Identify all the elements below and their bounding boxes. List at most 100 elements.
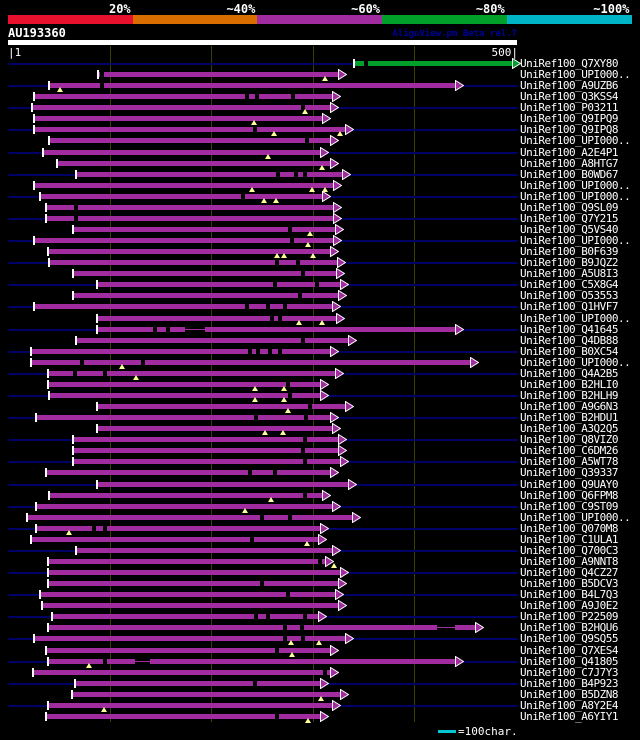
row-label[interactable]: UniRef100_A6YIY1 [520, 709, 618, 723]
row-label[interactable]: UniRef100_C5X8G4 [520, 278, 618, 292]
row-label[interactable]: UniRef100_A3Q2Q5 [520, 422, 618, 436]
row-label[interactable]: UniRef100_B2HQU6 [520, 621, 618, 635]
row-label[interactable]: UniRef100_B2HLI0 [520, 377, 618, 391]
row-label[interactable]: UniRef100_A5U8I3 [520, 267, 618, 281]
alignment-bar[interactable] [76, 680, 320, 686]
alignment-bar[interactable] [98, 315, 337, 321]
alignment-bar[interactable] [35, 116, 322, 122]
alignment-bar[interactable] [35, 182, 334, 188]
row-label[interactable]: UniRef100_Q5VS40 [520, 223, 618, 236]
alignment-bar[interactable] [46, 215, 334, 221]
row-label[interactable]: UniRef100_Q9IPQ9 [520, 112, 618, 126]
row-label[interactable]: UniRef100_B2HLH9 [520, 389, 618, 402]
alignment-bar[interactable] [74, 271, 337, 277]
row-label[interactable]: UniRef100_P22509 [520, 610, 618, 624]
alignment-bar[interactable] [74, 437, 339, 443]
row-label[interactable]: UniRef100_C6DM26 [520, 444, 618, 458]
row-label[interactable]: UniRef100_Q4DB88 [520, 333, 618, 347]
alignment-bar[interactable] [35, 304, 333, 310]
alignment-bar[interactable] [34, 669, 331, 675]
alignment-bar[interactable] [32, 536, 318, 542]
alignment-bar[interactable] [46, 470, 331, 476]
row-label[interactable]: UniRef100_B5DZN8 [520, 687, 618, 701]
row-label[interactable]: UniRef100_B4P923 [520, 676, 618, 690]
alignment-bar[interactable] [48, 559, 325, 564]
alignment-bar[interactable] [73, 691, 341, 697]
row-label[interactable]: UniRef100_A2E4P1 [520, 145, 618, 159]
row-label[interactable]: UniRef100_B9JQZ2 [520, 256, 618, 270]
alignment-bar[interactable] [35, 636, 346, 642]
alignment-bar[interactable] [74, 293, 339, 299]
alignment-bar[interactable] [33, 105, 331, 111]
alignment-bar[interactable] [46, 204, 334, 210]
row-label[interactable]: UniRef100_Q4CZ27 [520, 566, 618, 580]
alignment-bar[interactable] [57, 160, 331, 166]
alignment-bar[interactable] [98, 404, 346, 410]
row-label[interactable]: UniRef100_Q9UAY0 [520, 477, 618, 491]
row-label[interactable]: UniRef100_Q9IPQ8 [520, 123, 618, 137]
row-label[interactable]: UniRef100_UPI000.. [520, 311, 631, 325]
alignment-bar[interactable] [49, 492, 322, 498]
row-label[interactable]: UniRef100_Q4A2B5 [520, 366, 618, 380]
alignment-bar[interactable] [32, 359, 471, 365]
alignment-bar[interactable] [46, 647, 331, 653]
row-label[interactable]: UniRef100_UPI000.. [520, 68, 631, 82]
row-label[interactable]: UniRef100_P03211 [520, 101, 618, 115]
row-label[interactable]: UniRef100_A9J0E2 [520, 599, 618, 613]
alignment-bar[interactable] [99, 72, 339, 78]
row-label[interactable]: UniRef100_A5WT78 [520, 455, 618, 469]
alignment-bar[interactable] [48, 249, 331, 255]
row-label[interactable]: UniRef100_Q1HVF7 [520, 300, 618, 314]
row-label[interactable]: UniRef100_Q9SQ55 [520, 632, 618, 646]
alignment-bar[interactable] [355, 61, 512, 66]
row-label[interactable]: UniRef100_Q6FPM8 [520, 488, 618, 502]
alignment-bar[interactable] [35, 127, 346, 133]
alignment-bar[interactable] [52, 614, 318, 620]
row-label[interactable]: UniRef100_O53553 [520, 289, 618, 303]
alignment-bar[interactable] [32, 348, 331, 354]
alignment-bar[interactable] [48, 625, 476, 631]
alignment-bar[interactable] [77, 171, 343, 177]
row-label[interactable]: UniRef100_UPI000.. [520, 134, 631, 148]
alignment-bar[interactable] [74, 448, 339, 454]
row-label[interactable]: UniRef100_Q3KSS4 [520, 90, 618, 104]
alignment-bar[interactable] [49, 83, 456, 89]
alignment-bar[interactable] [98, 326, 456, 332]
alignment-bar[interactable] [48, 570, 341, 576]
alignment-bar[interactable] [35, 238, 334, 244]
alignment-bar[interactable] [46, 713, 320, 719]
row-label[interactable]: UniRef100_A9G6N3 [520, 400, 618, 414]
row-label[interactable]: UniRef100_Q41645 [520, 322, 618, 336]
row-label[interactable]: UniRef100_Q070M8 [520, 521, 618, 535]
alignment-bar[interactable] [28, 514, 353, 520]
row-label[interactable]: UniRef100_B0WD67 [520, 167, 618, 181]
row-label[interactable]: UniRef100_B5DCV3 [520, 577, 618, 591]
alignment-bar[interactable] [49, 260, 338, 266]
row-label[interactable]: UniRef100_Q9SL09 [520, 200, 618, 214]
row-label[interactable]: UniRef100_UPI000.. [520, 234, 631, 248]
row-label[interactable]: UniRef100_Q41805 [520, 654, 618, 668]
alignment-bar[interactable] [74, 227, 336, 232]
row-label[interactable]: UniRef100_Q8VIZ0 [520, 433, 618, 447]
row-label[interactable]: UniRef100_Q700C3 [520, 543, 618, 557]
alignment-bar[interactable] [40, 193, 322, 199]
alignment-bar[interactable] [48, 370, 336, 376]
alignment-bar[interactable] [77, 547, 333, 553]
row-label[interactable]: UniRef100_A8Y2E4 [520, 698, 618, 712]
alignment-bar[interactable] [49, 138, 331, 144]
row-label[interactable]: UniRef100_C7J7Y3 [520, 665, 618, 679]
row-label[interactable]: UniRef100_Q7XY80 [520, 57, 618, 70]
row-label[interactable]: UniRef100_UPI000.. [520, 355, 631, 369]
alignment-bar[interactable] [43, 149, 320, 155]
alignment-bar[interactable] [77, 337, 349, 343]
row-label[interactable]: UniRef100_A9NNT8 [520, 555, 618, 568]
row-label[interactable]: UniRef100_Q39337 [520, 466, 618, 480]
row-label[interactable]: UniRef100_C1ULA1 [520, 532, 618, 546]
row-label[interactable]: UniRef100_UPI000.. [520, 189, 631, 203]
alignment-bar[interactable] [48, 658, 456, 664]
row-label[interactable]: UniRef100_UPI000.. [520, 510, 631, 524]
alignment-bar[interactable] [35, 94, 333, 100]
alignment-bar[interactable] [49, 393, 320, 398]
alignment-bar[interactable] [98, 481, 349, 487]
row-label[interactable]: UniRef100_Q7Y215 [520, 211, 618, 225]
